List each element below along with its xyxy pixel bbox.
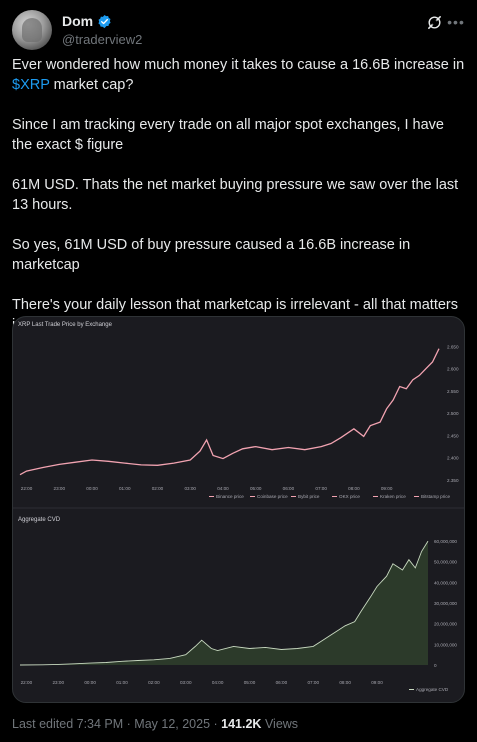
avatar[interactable] (12, 10, 52, 50)
y-tick-label: 2.400 (447, 456, 459, 461)
x-tick-label: 07:00 (315, 486, 327, 491)
author-name[interactable]: Dom (62, 13, 94, 29)
y-tick-label: 2.550 (447, 389, 459, 394)
x-tick-label: 09:00 (381, 486, 393, 491)
y-tick-label: 0 (434, 663, 437, 668)
tweet-paragraph-1: Ever wondered how much money it takes to… (12, 55, 465, 95)
legend-item: Binance price (216, 494, 244, 499)
x-tick-label: 22:00 (21, 486, 33, 491)
x-tick-label: 22:00 (21, 680, 33, 685)
x-tick-label: 02:00 (152, 486, 164, 491)
x-tick-label: 05:00 (244, 680, 256, 685)
legend-item: Bybit price (298, 494, 320, 499)
x-tick-label: 01:00 (116, 680, 128, 685)
x-tick-label: 03:00 (180, 680, 192, 685)
y-tick-label: 10,000,000 (434, 642, 457, 647)
legend-item: Coinbase price (257, 494, 288, 499)
x-tick-label: 08:00 (348, 486, 360, 491)
x-tick-label: 00:00 (86, 486, 98, 491)
x-tick-label: 23:00 (53, 680, 65, 685)
y-tick-label: 20,000,000 (434, 622, 457, 627)
tweet-media-chart[interactable]: XRP Last Trade Price by Exchange 2.350 2.4… (12, 316, 465, 703)
tweet-meta: Last edited 7:34 PM · May 12, 2025 · 141… (12, 717, 298, 731)
y-tick-label: 2.450 (447, 433, 459, 438)
x-tick-label: 02:00 (148, 680, 160, 685)
legend-item: OKX price (339, 494, 360, 499)
series-line-binance-price (19, 348, 440, 476)
chart-title: Aggregate CVD (18, 517, 61, 523)
y-tick-label: 2.600 (447, 367, 459, 372)
verified-badge-icon (98, 14, 111, 28)
x-tick-label: 04:00 (217, 486, 229, 491)
x-tick-label: 01:00 (119, 486, 131, 491)
x-tick-label: 09:00 (371, 680, 383, 685)
y-tick-label: 2.650 (447, 344, 459, 349)
tweet-paragraph-3: 61M USD. Thats the net market buying pre… (12, 177, 459, 213)
y-tick-label: 50,000,000 (434, 560, 457, 565)
author-name-row[interactable]: Dom (62, 13, 112, 29)
x-tick-label: 08:00 (339, 680, 351, 685)
grok-icon[interactable] (426, 14, 443, 31)
more-options-icon[interactable]: ••• (447, 14, 465, 30)
y-tick-label: 60,000,000 (434, 539, 457, 544)
legend-item: Aggregate CVD (416, 687, 449, 692)
x-tick-label: 04:00 (212, 680, 224, 685)
chart-image: XRP Last Trade Price by Exchange 2.350 2.4… (13, 322, 464, 692)
y-tick-label: 40,000,000 (434, 580, 457, 585)
y-tick-label: 30,000,000 (434, 601, 457, 606)
x-tick-label: 03:00 (184, 486, 196, 491)
x-tick-label: 07:00 (308, 680, 320, 685)
chart-title: XRP Last Trade Price by Exchange (18, 322, 113, 328)
tweet-text: Ever wondered how much money it takes to… (12, 55, 465, 335)
x-tick-label: 06:00 (276, 680, 288, 685)
cashtag-link[interactable]: $XRP (12, 77, 50, 93)
y-tick-label: 2.350 (447, 478, 459, 483)
author-handle[interactable]: @traderview2 (62, 32, 143, 47)
tweet-line1-post: market cap? (49, 77, 134, 93)
x-tick-label: 06:00 (283, 486, 295, 491)
y-tick-label: 2.500 (447, 411, 459, 416)
series-area-aggregate-cvd (20, 541, 428, 665)
legend-item: Kraken price (380, 494, 406, 499)
x-tick-label: 05:00 (250, 486, 262, 491)
tweet-line1-pre: Ever wondered how much money it takes to… (12, 57, 465, 73)
tweet-paragraph-4: So yes, 61M USD of buy pressure caused a… (12, 237, 411, 273)
series-line-aggregate-cvd (19, 540, 429, 666)
edited-timestamp[interactable]: Last edited 7:34 PM · May 12, 2025 · (12, 717, 222, 731)
tweet-header: Dom @traderview2 ••• (12, 10, 465, 50)
x-tick-label: 00:00 (84, 680, 96, 685)
views-count: 141.2K (221, 717, 262, 731)
views-label: Views (261, 717, 299, 731)
tweet-paragraph-2: Since I am tracking every trade on all m… (12, 117, 444, 153)
x-tick-label: 23:00 (54, 486, 66, 491)
legend-item: Bitstamp price (421, 494, 451, 499)
